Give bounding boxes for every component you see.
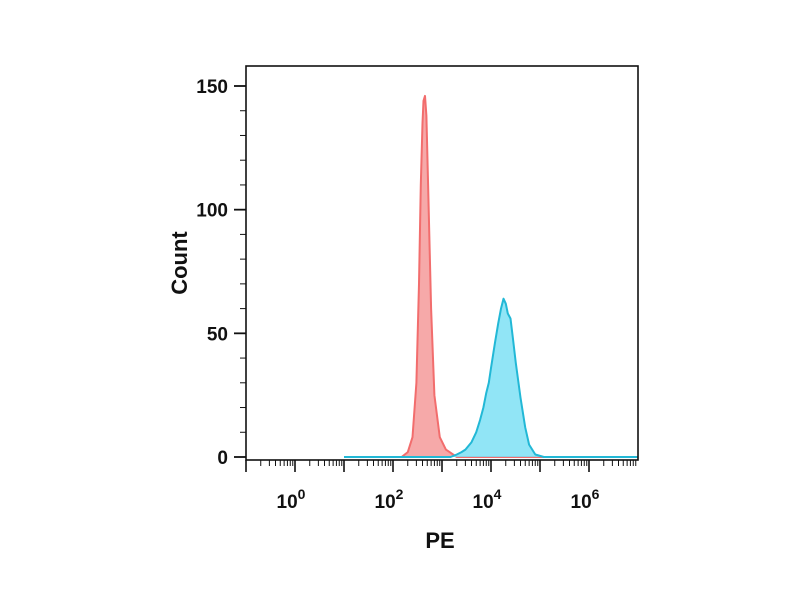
x-axis-label: PE (425, 528, 454, 553)
series-1-line (344, 297, 638, 458)
x-tick-label: 102 (375, 486, 404, 513)
y-tick-label: 150 (196, 77, 228, 98)
series-0-line (344, 94, 638, 458)
x-tick-label: 106 (571, 486, 600, 513)
series-1-area (344, 298, 638, 457)
y-tick-label: 0 (217, 448, 228, 469)
y-axis-label: Count (167, 231, 192, 295)
x-tick-label: 104 (473, 486, 502, 513)
x-tick-label: 100 (277, 486, 306, 513)
y-tick-label: 100 (196, 201, 228, 222)
plot-frame (245, 65, 639, 461)
y-tick-label: 50 (207, 324, 228, 345)
